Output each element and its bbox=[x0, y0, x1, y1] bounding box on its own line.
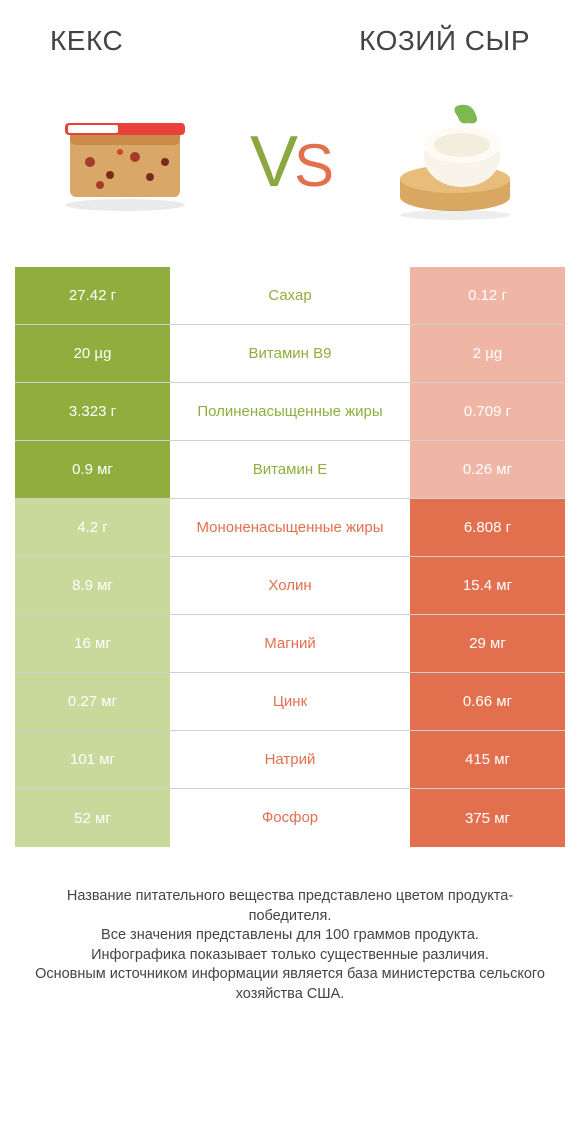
nutrient-label: Магний bbox=[170, 615, 410, 672]
value-left: 3.323 г bbox=[15, 383, 170, 440]
value-left: 20 µg bbox=[15, 325, 170, 382]
nutrient-label: Полиненасыщенные жиры bbox=[170, 383, 410, 440]
table-row: 3.323 гПолиненасыщенные жиры0.709 г bbox=[15, 383, 565, 441]
value-right: 375 мг bbox=[410, 789, 565, 847]
value-right: 29 мг bbox=[410, 615, 565, 672]
nutrient-label: Фосфор bbox=[170, 789, 410, 847]
fruitcake-image bbox=[50, 97, 200, 227]
nutrient-label: Сахар bbox=[170, 267, 410, 324]
footer-line: Название питательного вещества представл… bbox=[30, 887, 550, 926]
table-row: 27.42 гСахар0.12 г bbox=[15, 267, 565, 325]
vs-v: V bbox=[250, 122, 294, 202]
table-row: 8.9 мгХолин15.4 мг bbox=[15, 557, 565, 615]
footer-line: Инфографика показывает только существенн… bbox=[30, 946, 550, 966]
vs-label: VS bbox=[250, 121, 330, 203]
goatcheese-image bbox=[380, 97, 530, 227]
value-right: 2 µg bbox=[410, 325, 565, 382]
footer-line: Все значения представлены для 100 граммо… bbox=[30, 926, 550, 946]
table-row: 0.27 мгЦинк0.66 мг bbox=[15, 673, 565, 731]
header: КЕКС КОЗИЙ СЫР bbox=[0, 0, 580, 67]
nutrient-label: Витамин E bbox=[170, 441, 410, 498]
value-left: 101 мг bbox=[15, 731, 170, 788]
nutrient-label: Мононенасыщенные жиры bbox=[170, 499, 410, 556]
value-left: 27.42 г bbox=[15, 267, 170, 324]
value-right: 0.709 г bbox=[410, 383, 565, 440]
nutrient-label: Натрий bbox=[170, 731, 410, 788]
nutrient-label: Холин bbox=[170, 557, 410, 614]
nutrient-label: Цинк bbox=[170, 673, 410, 730]
table-row: 4.2 гМононенасыщенные жиры6.808 г bbox=[15, 499, 565, 557]
footer-line: Основным источником информации является … bbox=[30, 965, 550, 1004]
value-left: 52 мг bbox=[15, 789, 170, 847]
images-row: VS bbox=[0, 67, 580, 267]
nutrient-label: Витамин B9 bbox=[170, 325, 410, 382]
value-right: 415 мг bbox=[410, 731, 565, 788]
vs-s: S bbox=[294, 132, 330, 199]
value-right: 0.66 мг bbox=[410, 673, 565, 730]
value-right: 15.4 мг bbox=[410, 557, 565, 614]
value-left: 16 мг bbox=[15, 615, 170, 672]
nutrition-table: 27.42 гСахар0.12 г20 µgВитамин B92 µg3.3… bbox=[0, 267, 580, 847]
value-left: 0.9 мг bbox=[15, 441, 170, 498]
table-row: 52 мгФосфор375 мг bbox=[15, 789, 565, 847]
value-left: 8.9 мг bbox=[15, 557, 170, 614]
value-left: 4.2 г bbox=[15, 499, 170, 556]
title-left: КЕКС bbox=[50, 25, 123, 57]
value-right: 6.808 г bbox=[410, 499, 565, 556]
value-right: 0.12 г bbox=[410, 267, 565, 324]
title-right: КОЗИЙ СЫР bbox=[359, 25, 530, 57]
table-row: 20 µgВитамин B92 µg bbox=[15, 325, 565, 383]
value-right: 0.26 мг bbox=[410, 441, 565, 498]
table-row: 16 мгМагний29 мг bbox=[15, 615, 565, 673]
table-row: 101 мгНатрий415 мг bbox=[15, 731, 565, 789]
footer-notes: Название питательного вещества представл… bbox=[0, 847, 580, 1024]
value-left: 0.27 мг bbox=[15, 673, 170, 730]
table-row: 0.9 мгВитамин E0.26 мг bbox=[15, 441, 565, 499]
